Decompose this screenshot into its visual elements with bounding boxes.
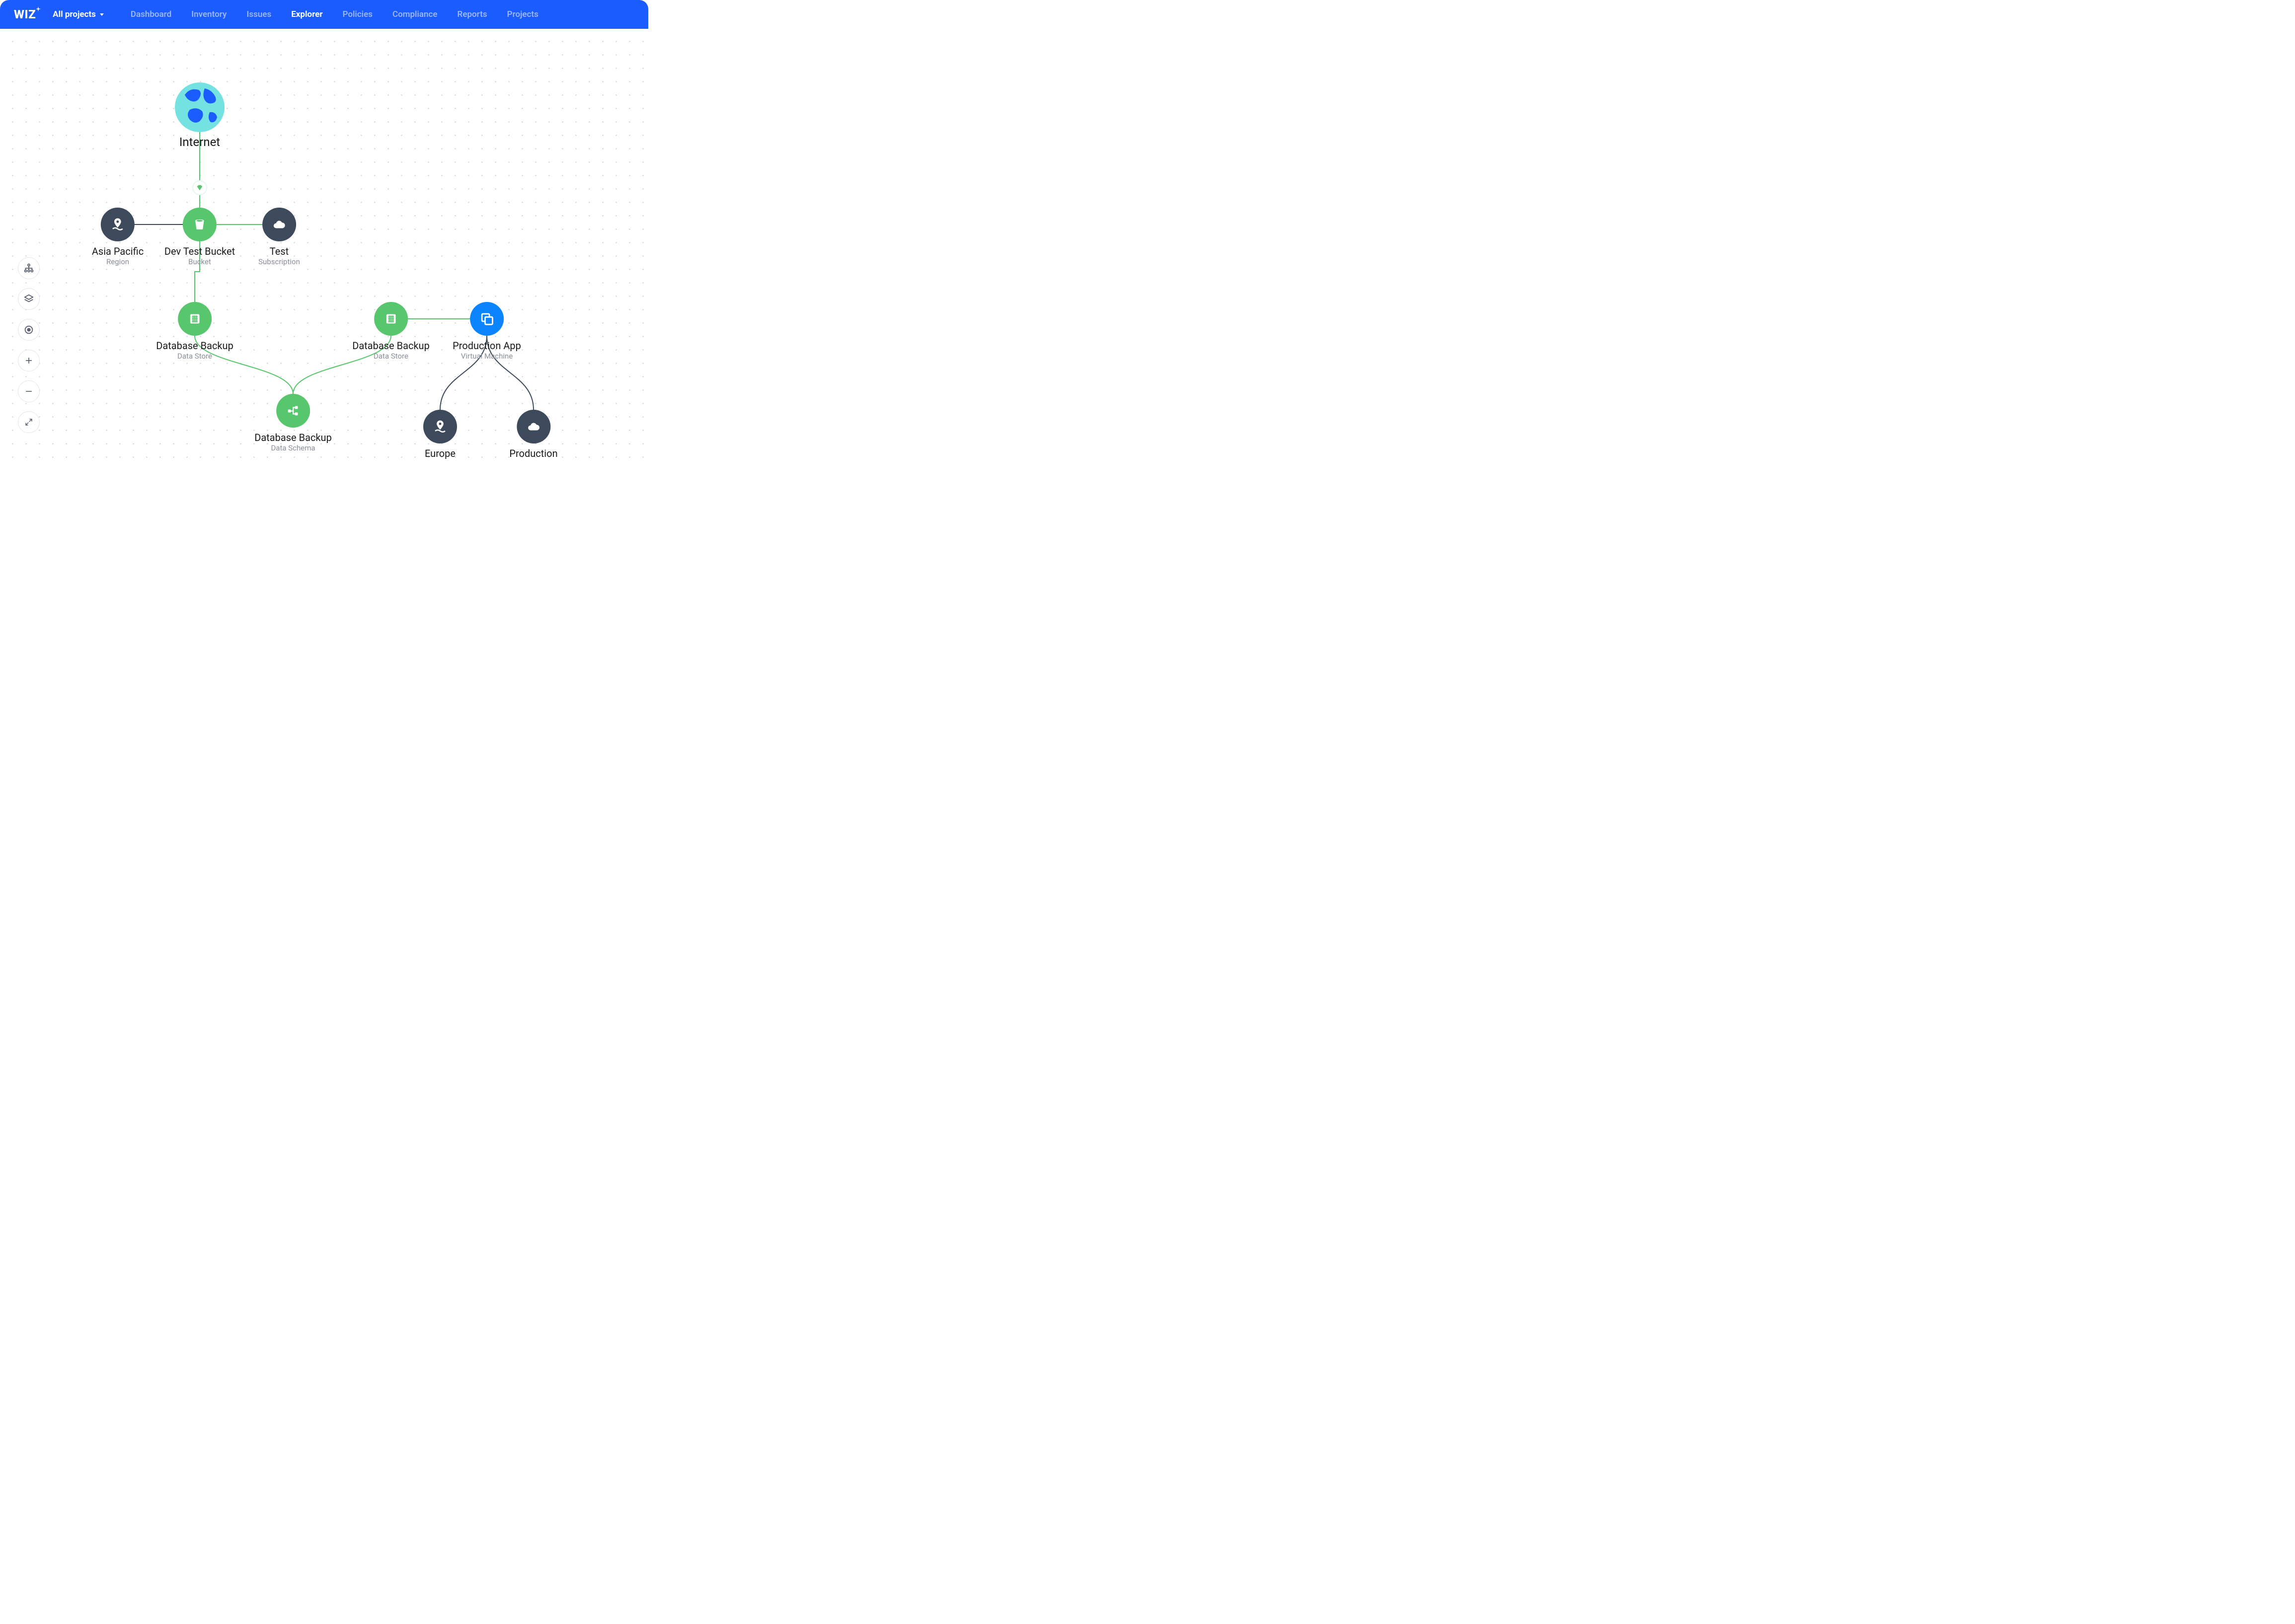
node-title: Test (270, 245, 289, 257)
graph-canvas[interactable]: Internet Asia PacificRegion Dev Test Buc… (0, 29, 648, 459)
datastore-icon (178, 302, 212, 336)
node-subtitle: Data Store (177, 352, 212, 361)
graph-node-asia[interactable]: Asia PacificRegion (92, 208, 144, 266)
brand-text: WIZ (14, 7, 36, 21)
region-icon (423, 410, 457, 443)
nav-policies[interactable]: Policies (343, 9, 373, 19)
cloud-icon (517, 410, 550, 443)
graph-nodes: Internet Asia PacificRegion Dev Test Buc… (0, 29, 648, 459)
node-title: Asia Pacific (92, 245, 144, 257)
chevron-down-icon (100, 13, 104, 16)
node-subtitle: Bucket (188, 257, 211, 266)
node-subtitle: Data Schema (271, 443, 315, 452)
nav-dashboard[interactable]: Dashboard (131, 9, 171, 19)
globe-icon (175, 82, 225, 132)
graph-node-internet[interactable]: Internet (175, 82, 225, 149)
graph-node-db2[interactable]: Database BackupData Store (352, 302, 430, 361)
graph-node-europe[interactable]: EuropeRegion (423, 410, 457, 459)
graph-node-schema[interactable]: Database BackupData Schema (254, 394, 332, 452)
graph-node-vm[interactable]: Production AppVirtual Machine (453, 302, 521, 361)
cloud-icon (262, 208, 296, 241)
node-subtitle: Virtual Machine (461, 352, 513, 361)
node-title: Internet (179, 135, 220, 149)
nav-tabs: Dashboard Inventory Issues Explorer Poli… (131, 9, 538, 19)
node-subtitle: Region (106, 257, 129, 266)
nav-inventory[interactable]: Inventory (191, 9, 227, 19)
nav-issues[interactable]: Issues (246, 9, 271, 19)
projects-dropdown[interactable]: All projects (53, 9, 104, 19)
node-title: Europe (425, 447, 456, 459)
bucket-icon (183, 208, 217, 241)
region-icon (101, 208, 135, 241)
node-title: Database Backup (352, 340, 430, 352)
nav-reports[interactable]: Reports (458, 9, 487, 19)
node-title: Database Backup (156, 340, 233, 352)
graph-node-bucket[interactable]: Dev Test BucketBucket (164, 208, 235, 266)
brand-logo[interactable]: WIZ (14, 7, 36, 21)
app-window: WIZ All projects Dashboard Inventory Iss… (0, 0, 648, 459)
node-subtitle: Subscription (258, 257, 300, 266)
schema-icon (276, 394, 310, 428)
vm-icon (470, 302, 504, 336)
node-title: Dev Test Bucket (164, 245, 235, 257)
sparkle-icon (36, 6, 41, 11)
nav-projects[interactable]: Projects (507, 9, 538, 19)
nav-explorer[interactable]: Explorer (291, 9, 322, 19)
projects-dropdown-label: All projects (53, 9, 96, 19)
graph-node-test[interactable]: TestSubscription (258, 208, 300, 266)
node-title: Database Backup (254, 432, 332, 443)
graph-node-db1[interactable]: Database BackupData Store (156, 302, 233, 361)
datastore-icon (374, 302, 408, 336)
node-title: Production (509, 447, 557, 459)
graph-node-prod[interactable]: ProductionSubscription (509, 410, 557, 459)
nav-compliance[interactable]: Compliance (392, 9, 438, 19)
node-subtitle: Data Store (374, 352, 408, 361)
top-navbar: WIZ All projects Dashboard Inventory Iss… (0, 0, 648, 29)
node-title: Production App (453, 340, 521, 352)
graph-waypoint[interactable] (192, 180, 207, 195)
